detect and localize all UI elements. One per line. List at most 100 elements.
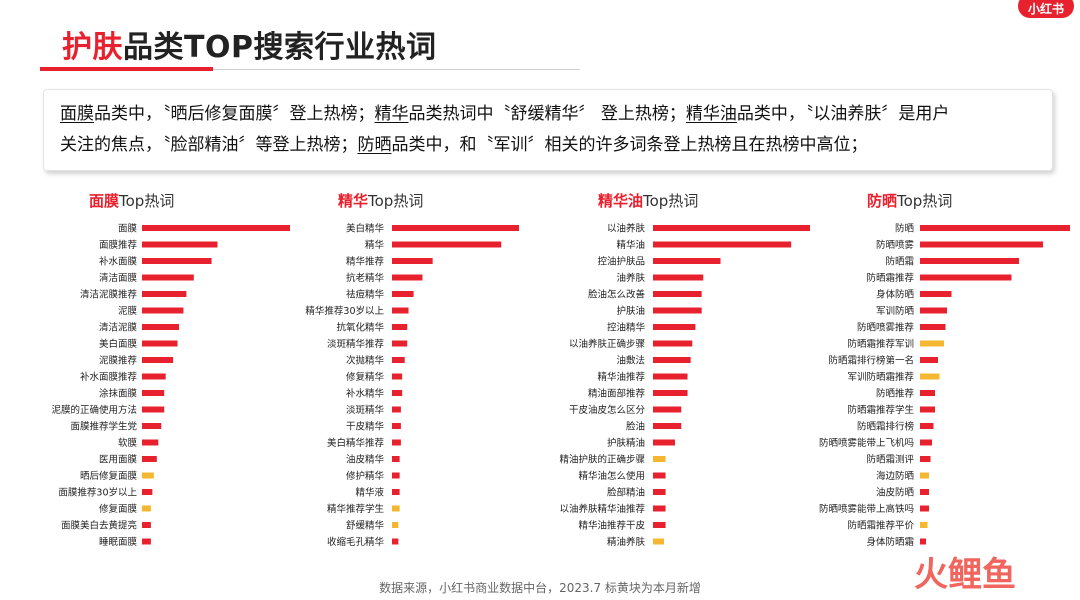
chart-title-suffix: Top热词 xyxy=(368,192,424,210)
summary-line-2: 关注的焦点，〝脸部精油〞等登上热榜；防晒品类中，和〝军训〞相关的许多词条登上热榜… xyxy=(60,130,1038,161)
bar xyxy=(142,357,174,363)
bar xyxy=(920,241,1043,248)
huoliyu-brand-logo: 火鲤鱼 xyxy=(914,555,1016,594)
tick-label: 油养肤 xyxy=(616,272,645,284)
tick-label: 防晒 xyxy=(895,223,914,235)
page-title-rest: 品类TOP搜索行业热词 xyxy=(123,30,437,65)
tick-label: 防晒霜测评 xyxy=(866,454,914,466)
tick-label: 清洁泥膜 xyxy=(99,322,138,334)
bar-new-this-month xyxy=(920,522,928,528)
bar xyxy=(653,489,666,495)
bar xyxy=(392,225,519,231)
tick-label: 脸油 xyxy=(626,421,645,433)
tick-label: 面膜推荐30岁以上 xyxy=(58,487,137,499)
tick-label: 海边防晒 xyxy=(876,470,914,482)
tick-label: 军训防晒霜推荐 xyxy=(847,371,914,383)
tick-label: 防晒霜推荐军训 xyxy=(847,338,914,350)
bar xyxy=(653,373,688,380)
tick-label: 精油护肤的正确步骤 xyxy=(559,454,645,466)
tick-label: 抗老精华 xyxy=(346,272,385,284)
tick-label: 干皮油皮怎么区分 xyxy=(569,404,646,416)
summary-category-keyword: 面膜 xyxy=(60,104,94,124)
bar xyxy=(392,390,403,396)
bar xyxy=(920,390,935,396)
bar xyxy=(653,406,682,413)
tick-label: 淡斑精华 xyxy=(346,404,385,416)
tick-label: 油敷法 xyxy=(616,355,645,367)
tick-label: 脸部精油 xyxy=(607,487,645,499)
chart-title-essence: 精华Top热词 xyxy=(338,190,423,211)
tick-label: 美白精华推荐 xyxy=(327,437,385,449)
tick-label: 精华推荐30岁以上 xyxy=(305,305,384,317)
bar-new-this-month xyxy=(142,472,154,479)
bar xyxy=(142,439,159,446)
xiaohongshu-logo: 小红书 xyxy=(1018,0,1074,18)
chart-panel-mask: 面膜Top热词 面膜 面膜推荐 补水面膜 清洁面膜 清洁泥膜推荐 泥膜 清洁泥膜 美白面膜 泥膜… xyxy=(51,190,322,550)
summary-text: 关注的焦点，〝脸部精油〞等登上热榜； xyxy=(60,135,358,155)
tick-label: 修护精华 xyxy=(346,470,385,482)
bar xyxy=(653,472,666,479)
tick-label: 防晒霜排行榜 xyxy=(857,421,914,433)
bar xyxy=(392,274,423,281)
tick-label: 身体防晒霜 xyxy=(866,536,914,548)
bar xyxy=(653,291,702,297)
bar xyxy=(392,538,399,545)
bar-new-this-month xyxy=(653,456,666,462)
tick-label: 护肤精油 xyxy=(607,437,645,449)
tick-label: 收缩毛孔精华 xyxy=(327,536,385,548)
chart-panel-essence: 精华Top热词 美白精华 精华 精华推荐 抗老精华 祛痘精华 精华推荐30岁以上 抗氧化精华… xyxy=(305,190,582,550)
chart-panel-essence-oil: 精华油Top热词 以油养肤 精华油 控油护肤品 油养肤 脸油怎么改善 护肤油 控油精华 以油养… xyxy=(559,190,842,550)
tick-label: 防晒霜推荐 xyxy=(866,272,914,284)
bar xyxy=(653,241,792,248)
tick-label: 睡眠面膜 xyxy=(99,536,138,548)
bar-chart-sunscreen: 防晒防晒喷雾防晒霜防晒霜推荐身体防晒军训防晒防晒喷雾推荐防晒霜推荐军训防晒霜排行… xyxy=(819,223,1070,548)
chart-title-suffix: Top热词 xyxy=(119,192,175,210)
bar xyxy=(920,274,1012,281)
tick-label: 泥膜的正确使用方法 xyxy=(51,404,137,416)
tick-label: 泥膜 xyxy=(118,305,138,317)
bar xyxy=(392,357,405,363)
bar xyxy=(653,423,682,429)
summary-category-keyword: 精华油 xyxy=(685,104,737,124)
tick-label: 涂抹面膜 xyxy=(99,388,138,400)
bar xyxy=(653,324,696,330)
bar xyxy=(392,291,414,297)
bar xyxy=(142,258,212,264)
bar xyxy=(392,489,400,495)
bar xyxy=(920,538,926,545)
bar xyxy=(653,225,810,231)
bar xyxy=(653,390,688,396)
chart-title-suffix: Top热词 xyxy=(643,192,699,210)
bar xyxy=(142,373,166,380)
page-title-accent: 护肤 xyxy=(62,30,123,65)
tick-label: 精华液 xyxy=(355,487,384,499)
bar xyxy=(142,489,153,495)
tick-label: 防晒喷雾推荐 xyxy=(857,322,915,334)
tick-label: 防晒霜推荐平价 xyxy=(847,520,914,532)
tick-label: 美白精华 xyxy=(346,223,385,235)
bar xyxy=(142,340,178,347)
tick-label: 面膜 xyxy=(118,224,138,235)
bar-chart-essence-oil: 以油养肤精华油控油护肤品油养肤脸油怎么改善护肤油控油精华以油养肤正确步骤油敷法精… xyxy=(559,223,810,548)
tick-label: 祛痘精华 xyxy=(346,289,385,301)
tick-label: 面膜推荐学生党 xyxy=(70,421,137,433)
bar xyxy=(920,505,929,512)
tick-label: 精华油推荐干皮 xyxy=(578,520,645,532)
tick-label: 油皮精华 xyxy=(346,454,385,466)
tick-label: 补水精华 xyxy=(346,388,385,400)
bar xyxy=(920,291,952,297)
tick-label: 清洁泥膜推荐 xyxy=(80,289,138,301)
tick-label: 护肤油 xyxy=(616,305,645,317)
bar xyxy=(392,307,409,314)
bar xyxy=(142,522,151,528)
tick-label: 医用面膜 xyxy=(99,455,138,466)
tick-label: 精油面部推荐 xyxy=(588,388,646,400)
tick-label: 防晒推荐 xyxy=(876,388,915,400)
data-source-footer: 数据来源，小红书商业数据中台，2023.7 标黄块为本月新增 xyxy=(379,581,701,595)
bar xyxy=(653,522,666,528)
bar xyxy=(920,439,932,446)
bar xyxy=(920,489,929,495)
tick-label: 精华油 xyxy=(616,239,645,251)
tick-label: 防晒霜推荐学生 xyxy=(847,404,914,416)
summary-text: 品类中，〝晒后修复面膜〞登上热榜； xyxy=(94,104,375,124)
